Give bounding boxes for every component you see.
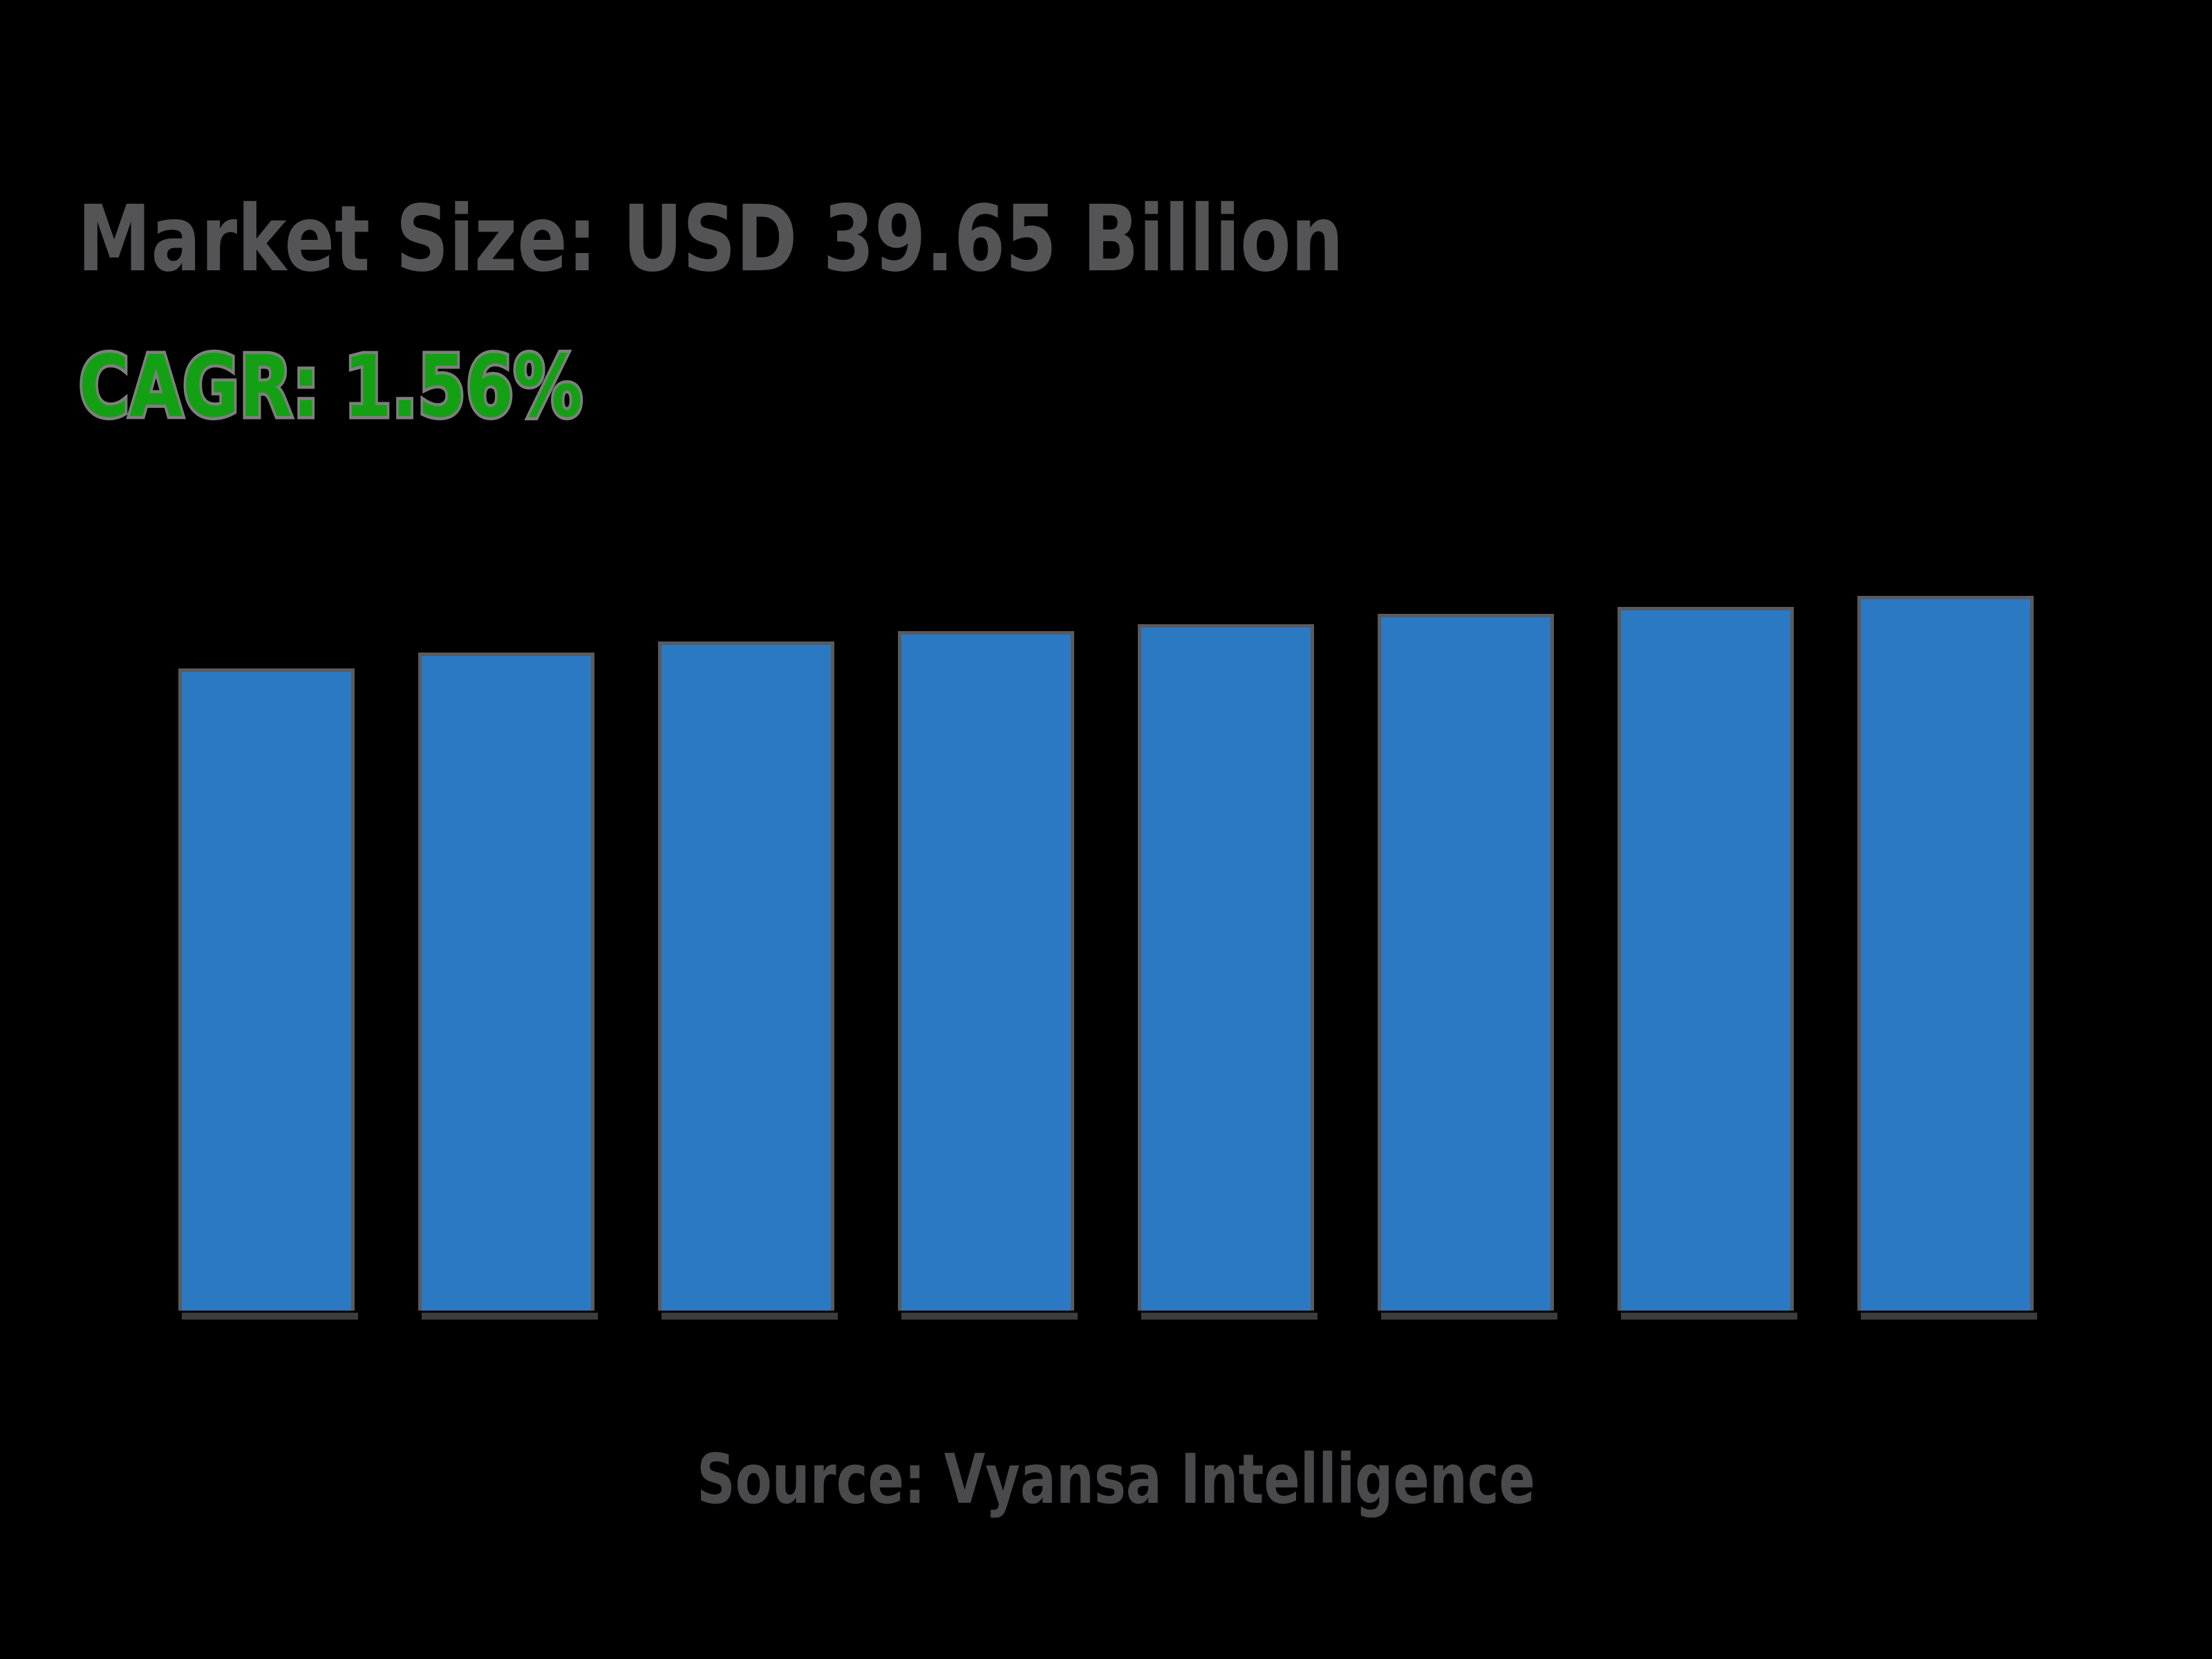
bar (178, 668, 355, 1311)
bar (658, 641, 834, 1311)
market-size-title: Market Size: USD 39.65 Billion (77, 186, 1344, 292)
bar-baseline-shadow (1381, 1313, 1557, 1320)
bar (418, 653, 594, 1311)
cagr-subtitle-text: CAGR: 1.56% (79, 338, 583, 437)
cagr-subtitle-outline: CAGR: 1.56% (76, 338, 585, 437)
bar (898, 631, 1074, 1311)
bar-baseline-shadow (901, 1313, 1078, 1320)
bar-baseline-shadow (422, 1313, 598, 1320)
bar-baseline-shadow (1141, 1313, 1318, 1320)
bar-baseline-shadow (1621, 1313, 1797, 1320)
bar (1618, 607, 1794, 1311)
bar (1857, 596, 2034, 1311)
cagr-subtitle: CAGR: 1.56% CAGR: 1.56% (76, 338, 751, 442)
source-attribution: Source: Vyansa Intelligence (697, 1440, 1535, 1519)
bar-baseline-shadow (1861, 1313, 2037, 1320)
bar-baseline-shadow (182, 1313, 358, 1320)
bar (1138, 624, 1314, 1311)
bar-baseline-shadow (662, 1313, 838, 1320)
bar (1378, 614, 1554, 1311)
